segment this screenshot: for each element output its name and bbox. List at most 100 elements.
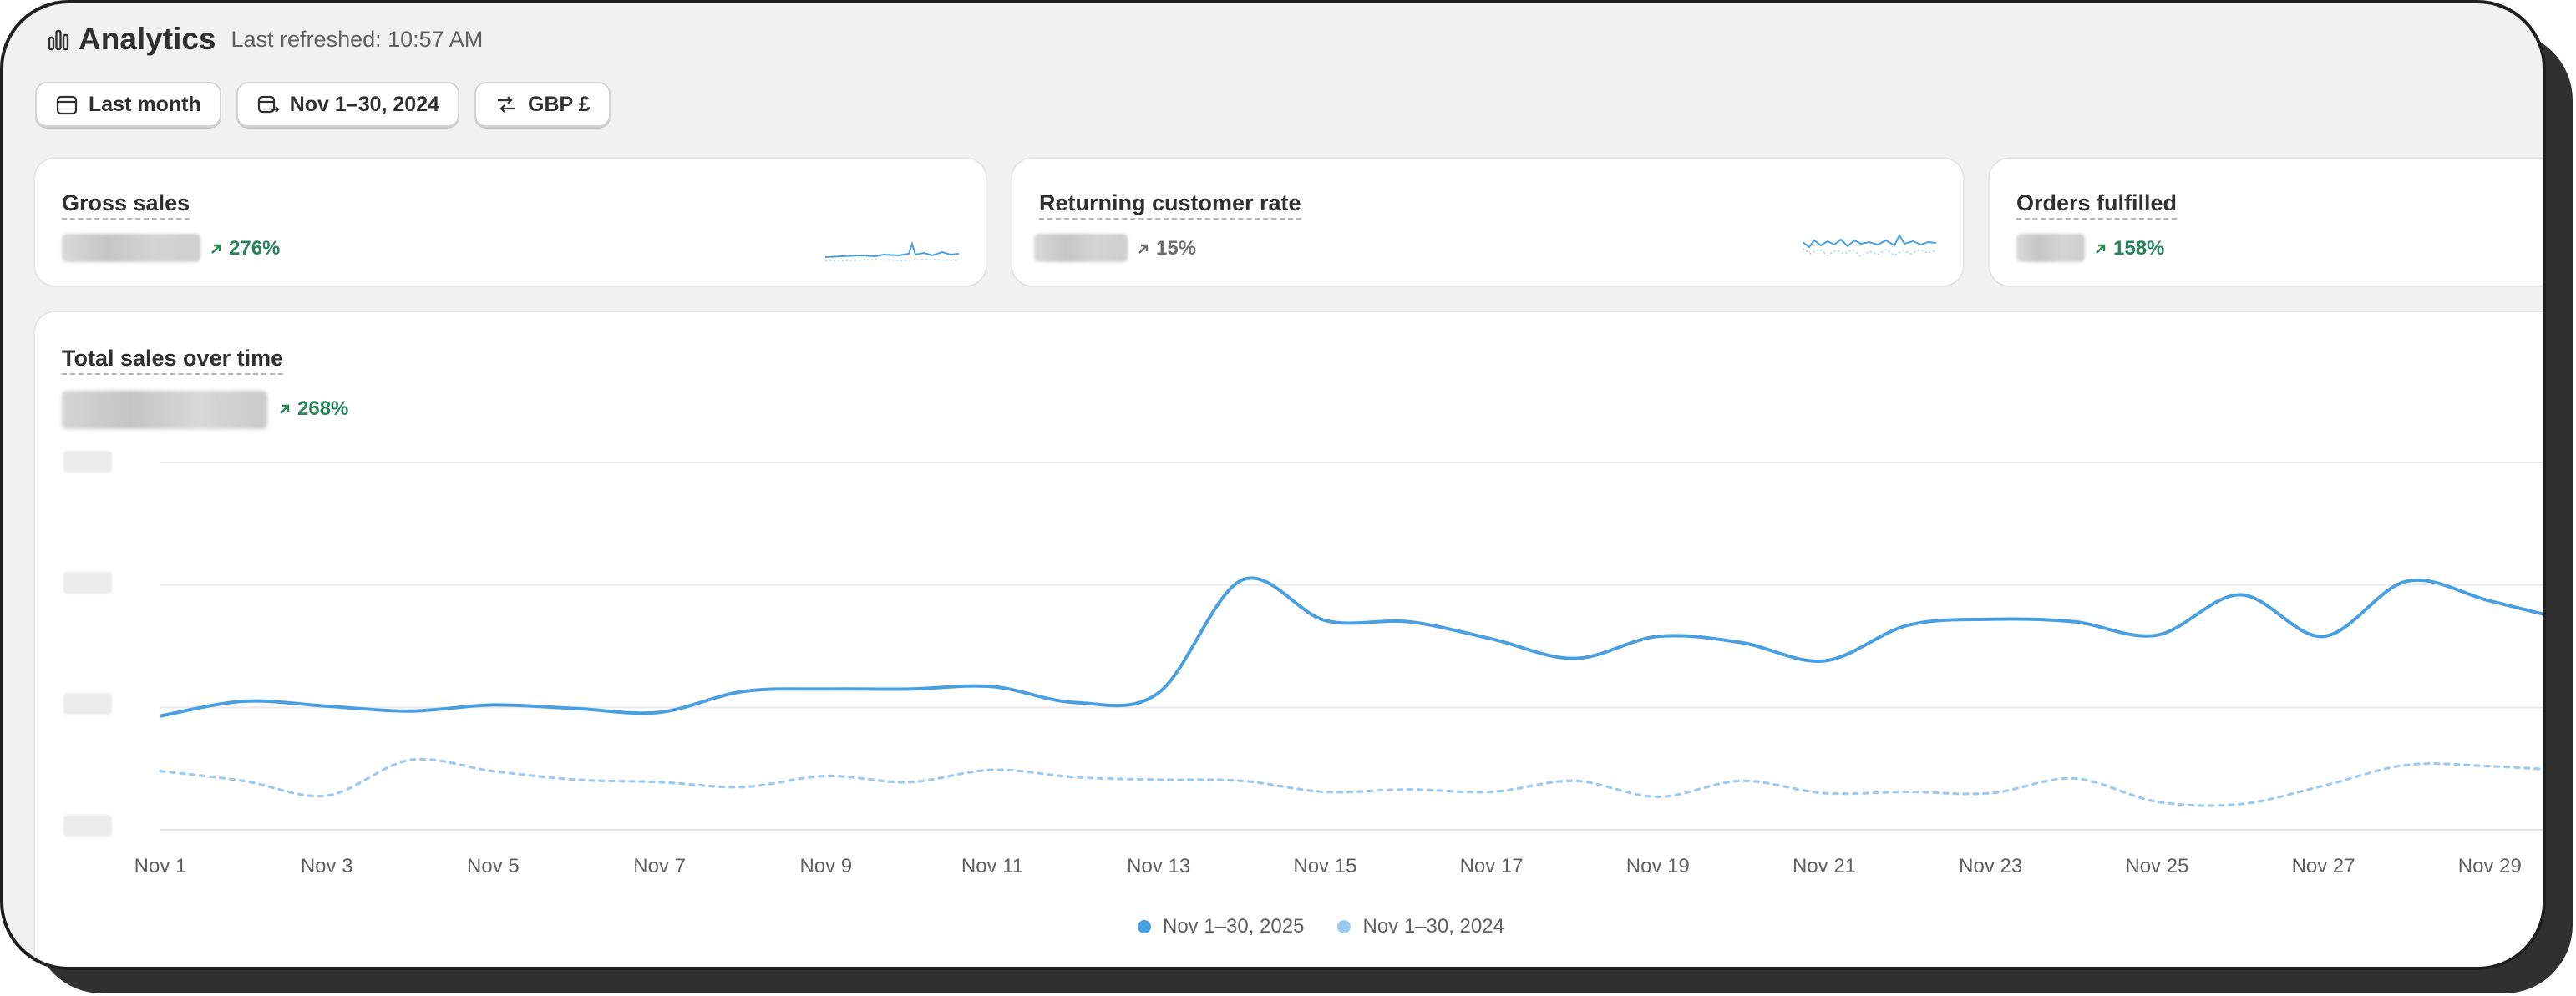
data-point [1822,659,1827,664]
x-tick-label: Nov 19 [1626,855,1690,877]
y-axis-label-hidden [63,451,112,473]
chart-delta-value: 268% [297,397,349,420]
currency-button[interactable]: GBP £ [474,82,611,127]
comparison-label: Nov 1–30, 2024 [289,92,440,116]
total-sales-chart-card: Total sales over time 268% Nov 1 Nov 3 Nov… [35,312,2543,967]
data-point [1489,790,1494,795]
data-point [1572,656,1577,661]
metric-value-hidden [62,234,200,262]
comparison-button[interactable]: Nov 1–30, 2024 [236,82,460,127]
data-point [1322,618,1327,623]
data-point [2321,634,2326,639]
data-point [241,778,246,783]
data-point [1738,640,1743,645]
data-point [1240,578,1245,583]
legend-item-current[interactable]: Nov 1–30, 2025 [1138,915,1304,938]
data-point [158,769,163,774]
legend-item-previous[interactable]: Nov 1–30, 2024 [1337,915,1504,938]
data-point [1572,778,1577,783]
data-point [824,773,829,778]
x-tick-label: Nov 9 [799,855,852,877]
data-point [490,769,495,774]
y-axis-label-hidden [63,572,112,594]
x-tick-label: Nov 11 [961,855,1023,877]
metric-title: Orders fulfilled [2016,190,2178,220]
data-point [1406,619,1411,624]
data-point [1156,690,1161,695]
data-point [1322,790,1327,795]
data-point [1822,791,1827,796]
data-point [574,777,579,782]
currency-exchange-icon [498,96,515,113]
metric-card-gross-sales[interactable]: Gross sales 276% [35,159,986,286]
sales-line-chart: Nov 1 Nov 3 Nov 5 Nov 7 Nov 9 Nov 11 Nov 13 Nov… [134,462,2543,877]
legend-dot [1337,920,1351,933]
data-point [2238,592,2243,597]
x-tick-label: Nov 5 [467,855,520,877]
data-point [408,709,413,714]
currency-label: GBP £ [528,92,591,116]
x-tick-label: Nov 27 [2292,855,2355,877]
x-tick-label: Nov 13 [1127,855,1190,877]
page-header: Analytics Last refreshed: 10:57 AM [47,18,483,60]
data-point [1988,617,1993,622]
data-point [2154,633,2159,638]
arrow-up-right-icon [280,404,290,414]
chart-legend: Nov 1–30, 2025 Nov 1–30, 2024 [1138,915,1504,938]
data-point [906,686,911,691]
data-point [574,706,579,711]
metric-title: Returning customer rate [1039,190,1301,220]
calendar-icon [56,95,78,115]
data-point [1988,791,1993,796]
metric-value-hidden [1034,234,1128,262]
data-point [1406,787,1411,792]
metric-card-orders-fulfilled[interactable]: Orders fulfilled 158% [1990,159,2543,286]
data-point [2071,776,2077,781]
date-range-label: Last month [89,92,201,116]
data-point [324,704,329,709]
data-point [241,699,246,704]
data-point [490,702,495,707]
metric-delta-value: 158% [2113,237,2165,260]
legend-label: Nov 1–30, 2024 [1362,915,1504,938]
series-line-previous [159,757,2543,807]
x-tick-label: Nov 17 [1460,855,1524,877]
x-tick-label: Nov 29 [2458,855,2522,877]
data-point [990,684,995,689]
data-point [740,689,745,694]
x-tick-label: Nov 1 [134,855,187,877]
data-point [1073,700,1078,705]
data-point [1738,778,1743,783]
y-axis-label-hidden [63,693,112,715]
filter-bar: Last month Nov 1–30, 2024 GBP £ [35,82,611,127]
data-point [158,714,163,719]
x-tick-label: Nov 3 [301,855,353,877]
x-tick-label: Nov 7 [633,855,686,877]
date-range-button[interactable]: Last month [35,82,221,127]
legend-label: Nov 1–30, 2025 [1163,915,1305,938]
last-refreshed-label: Last refreshed: 10:57 AM [231,26,484,52]
metric-card-returning-customer-rate[interactable]: Returning customer rate 15% [1012,159,1963,286]
metric-delta: 158% [2093,237,2164,260]
data-point [1489,636,1494,641]
data-point [1656,794,1661,799]
analytics-window: Analytics Last refreshed: 10:57 AM Last … [0,0,2546,970]
data-point [657,710,662,715]
x-tick-label: Nov 21 [1793,855,1856,877]
data-point [824,686,829,691]
arrow-up-right-icon [211,244,221,254]
data-point [906,780,911,785]
data-point [324,793,329,798]
data-point [408,757,413,762]
sparkline-gross-sales [825,240,959,261]
metric-delta-value: 276% [229,237,281,260]
data-point [1073,775,1078,780]
arrow-up-right-icon [1138,244,1149,254]
metric-delta: 276% [209,237,280,260]
data-point [2404,762,2409,767]
metric-value-hidden [2016,234,2085,262]
data-point [2071,619,2077,624]
data-point [1905,623,1910,628]
data-point [740,785,745,790]
calendar-compare-icon [257,95,280,114]
